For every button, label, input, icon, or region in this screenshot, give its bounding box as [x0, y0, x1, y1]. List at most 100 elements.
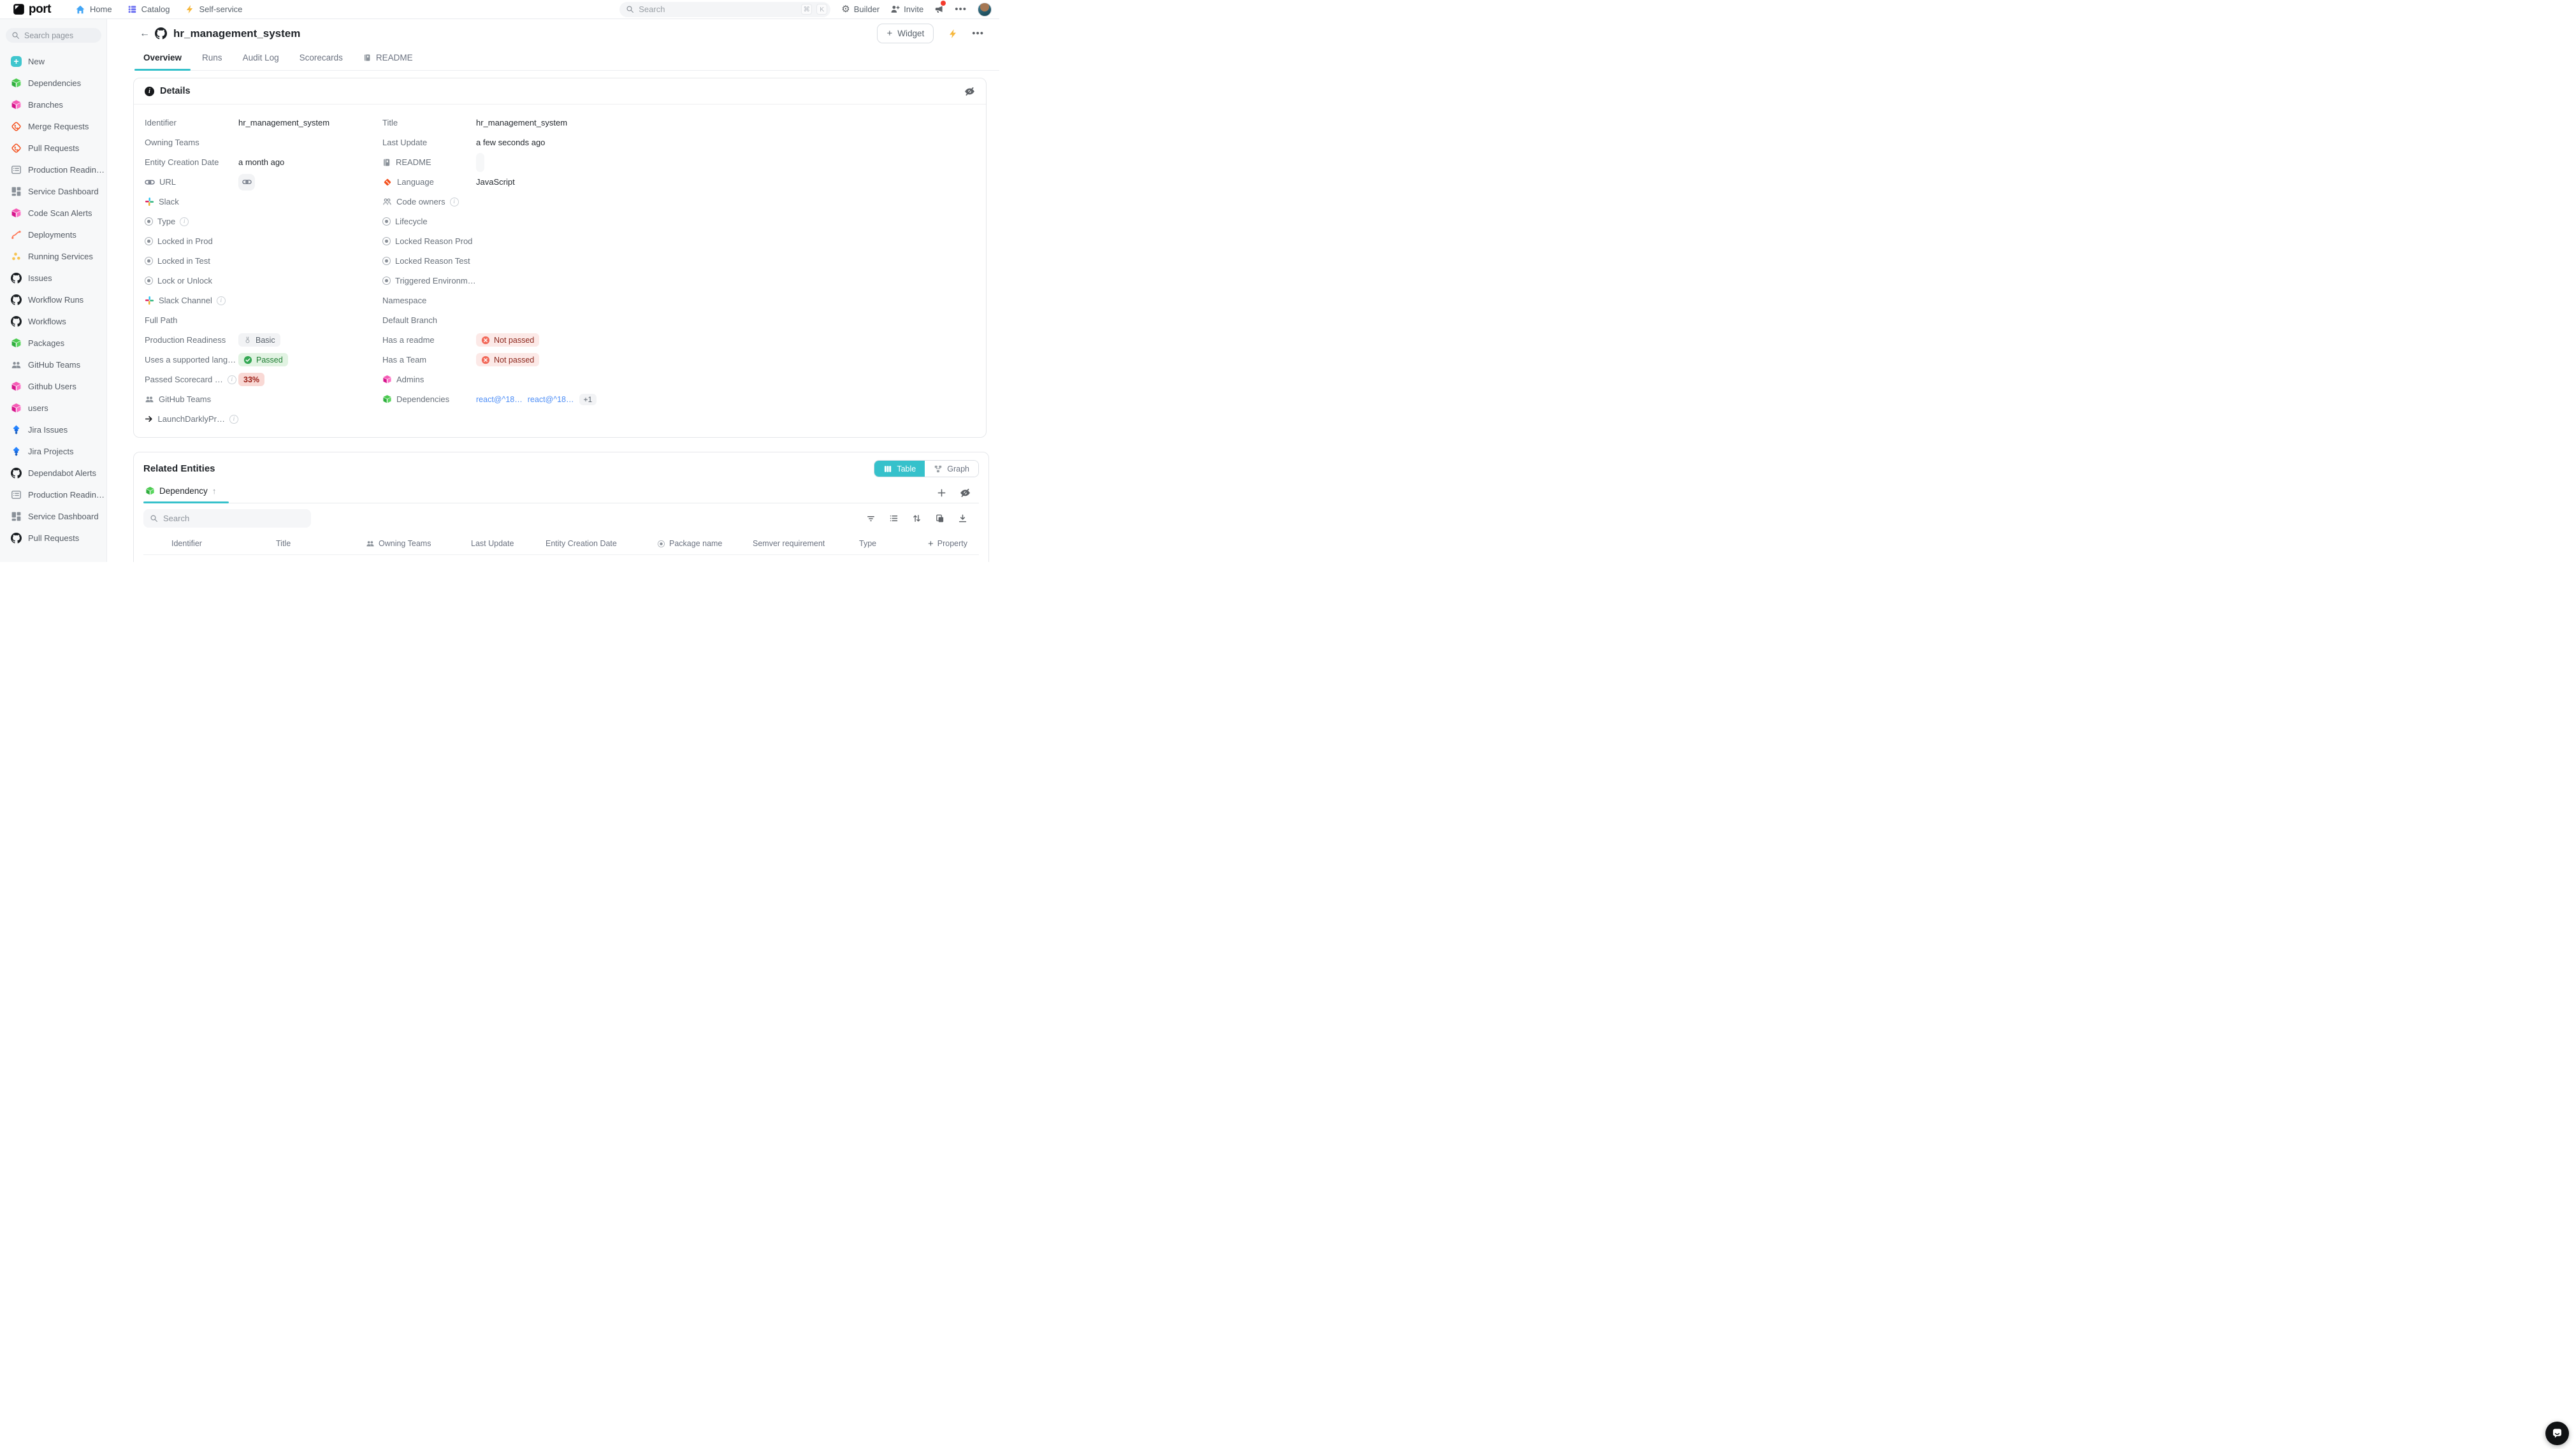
sidebar-item-running-services[interactable]: Running Services [0, 245, 106, 267]
tab-overview[interactable]: Overview [134, 45, 191, 71]
column-identifier[interactable]: Identifier [171, 539, 202, 548]
sidebar-item-github-teams[interactable]: GitHub Teams [0, 354, 106, 375]
sidebar-item-code-scan-alerts[interactable]: Code Scan Alerts [0, 202, 106, 224]
details-panel: i Details Identifier hr_management_syste… [133, 78, 987, 438]
sidebar-item-service-dashboard[interactable]: Service Dashboard [0, 180, 106, 202]
sidebar-item-merge-requests[interactable]: Merge Requests [0, 115, 106, 137]
field-label: Admins [396, 375, 424, 384]
table-search-input[interactable] [163, 514, 305, 523]
sidebar-item-issues[interactable]: Issues [0, 267, 106, 289]
copy-icon[interactable] [935, 514, 944, 523]
nav-catalog[interactable]: Catalog [127, 4, 170, 14]
back-icon[interactable]: ← [140, 27, 150, 39]
sidebar-item-new[interactable]: + New [0, 50, 106, 72]
add-property-label: Property [937, 539, 968, 548]
field-label: Dependencies [396, 394, 450, 404]
hide-eye-icon[interactable] [960, 487, 971, 498]
sidebar-item-production-readiness[interactable]: Production Readin… [0, 159, 106, 180]
sidebar-item-pull-requests-2[interactable]: Pull Requests [0, 527, 106, 549]
nav-self-service[interactable]: Self-service [185, 4, 242, 14]
field-github-teams: GitHub Teams [145, 389, 382, 409]
sort-icon[interactable] [912, 514, 922, 523]
info-icon[interactable]: i [449, 197, 459, 206]
field-label: Lock or Unlock [157, 276, 212, 285]
sidebar-item-packages[interactable]: Packages [0, 332, 106, 354]
sidebar-item-dependabot-alerts[interactable]: Dependabot Alerts [0, 462, 106, 484]
x-circle-icon [481, 355, 490, 364]
global-search-input[interactable] [639, 4, 797, 14]
hide-eye-icon[interactable] [964, 86, 975, 97]
brand-text: port [29, 2, 51, 16]
table-toolbar [143, 509, 979, 528]
sort-up-icon: ↑ [212, 486, 217, 496]
sidebar-search[interactable] [6, 28, 101, 43]
sidebar-item-workflow-runs[interactable]: Workflow Runs [0, 289, 106, 310]
navbar-more-button[interactable]: ••• [955, 4, 967, 15]
column-package-name[interactable]: Package name [657, 539, 753, 548]
table-view-button[interactable]: Table [874, 461, 925, 477]
sidebar-item-deployments[interactable]: Deployments [0, 224, 106, 245]
column-title[interactable]: Title [276, 539, 291, 548]
add-property-button[interactable]: + Property [928, 539, 979, 549]
port-logo[interactable]: port [13, 3, 51, 17]
download-icon[interactable] [958, 514, 967, 523]
add-tab-icon[interactable] [937, 488, 946, 498]
info-icon[interactable]: i [216, 296, 226, 305]
sidebar-item-jira-projects[interactable]: Jira Projects [0, 440, 106, 462]
tab-dependency[interactable]: Dependency ↑ [143, 482, 229, 503]
tab-dependency-label: Dependency [159, 486, 208, 496]
jira-icon [13, 446, 20, 456]
more-dependencies-chip[interactable]: +1 [579, 393, 597, 405]
tab-readme[interactable]: README [354, 45, 422, 70]
url-link-chip[interactable] [238, 173, 255, 191]
field-label: Owning Teams [145, 138, 199, 147]
column-type[interactable]: Type [859, 539, 877, 548]
sidebar-item-github-users[interactable]: Github Users [0, 375, 106, 397]
sidebar-item-dependencies[interactable]: Dependencies [0, 72, 106, 94]
sidebar-item-users[interactable]: users [0, 397, 106, 419]
info-icon[interactable]: i [229, 414, 238, 424]
dashboard-icon [11, 512, 21, 521]
sidebar-item-jira-issues[interactable]: Jira Issues [0, 419, 106, 440]
column-semver-requirement[interactable]: Semver requirement [753, 539, 825, 548]
green-cube-icon [11, 78, 21, 87]
add-widget-button[interactable]: + Widget [877, 24, 934, 43]
global-search[interactable]: ⌘ K [619, 1, 831, 17]
sidebar-item-branches[interactable]: Branches [0, 94, 106, 115]
lightning-icon[interactable] [948, 29, 958, 39]
announcements-button[interactable] [934, 1, 946, 14]
sidebar-item-workflows[interactable]: Workflows [0, 310, 106, 332]
info-icon[interactable]: i [227, 375, 236, 384]
tab-runs[interactable]: Runs [193, 45, 231, 70]
column-entity-creation-date[interactable]: Entity Creation Date [546, 539, 617, 548]
tab-scorecards[interactable]: Scorecards [291, 45, 352, 70]
dependency-link[interactable]: react@^18… [476, 394, 523, 404]
table-search[interactable] [143, 509, 311, 528]
team-icon [11, 361, 21, 368]
sidebar-item-service-dashboard-2[interactable]: Service Dashboard [0, 505, 106, 527]
table-header-row: Identifier Title Owning Teams Last Updat… [143, 535, 979, 552]
sidebar-item-production-readiness-2[interactable]: Production Readin… [0, 484, 106, 505]
user-avatar[interactable] [978, 2, 992, 17]
sidebar-item-label: Production Readin… [28, 489, 105, 500]
sidebar-item-pull-requests[interactable]: Pull Requests [0, 137, 106, 159]
github-icon [11, 272, 22, 284]
nav-home[interactable]: Home [75, 4, 112, 15]
filter-icon[interactable] [866, 514, 876, 523]
tab-audit-log[interactable]: Audit Log [234, 45, 288, 70]
entity-more-button[interactable]: ••• [972, 28, 984, 39]
graph-view-button[interactable]: Graph [925, 461, 978, 477]
chat-launcher[interactable] [2545, 1422, 2569, 1445]
list-view-icon[interactable] [889, 514, 899, 523]
column-owning-teams[interactable]: Owning Teams [366, 539, 471, 548]
invite-button[interactable]: Invite [890, 4, 923, 14]
radio-icon [145, 277, 153, 285]
radio-icon [657, 540, 665, 547]
table-divider [143, 554, 979, 555]
field-label: Default Branch [382, 315, 437, 325]
sidebar-search-input[interactable] [24, 31, 94, 40]
info-icon[interactable]: i [180, 217, 189, 226]
column-last-update[interactable]: Last Update [471, 539, 514, 548]
builder-button[interactable]: ⚙ Builder [841, 4, 879, 14]
dependency-link[interactable]: react@^18… [527, 394, 574, 404]
